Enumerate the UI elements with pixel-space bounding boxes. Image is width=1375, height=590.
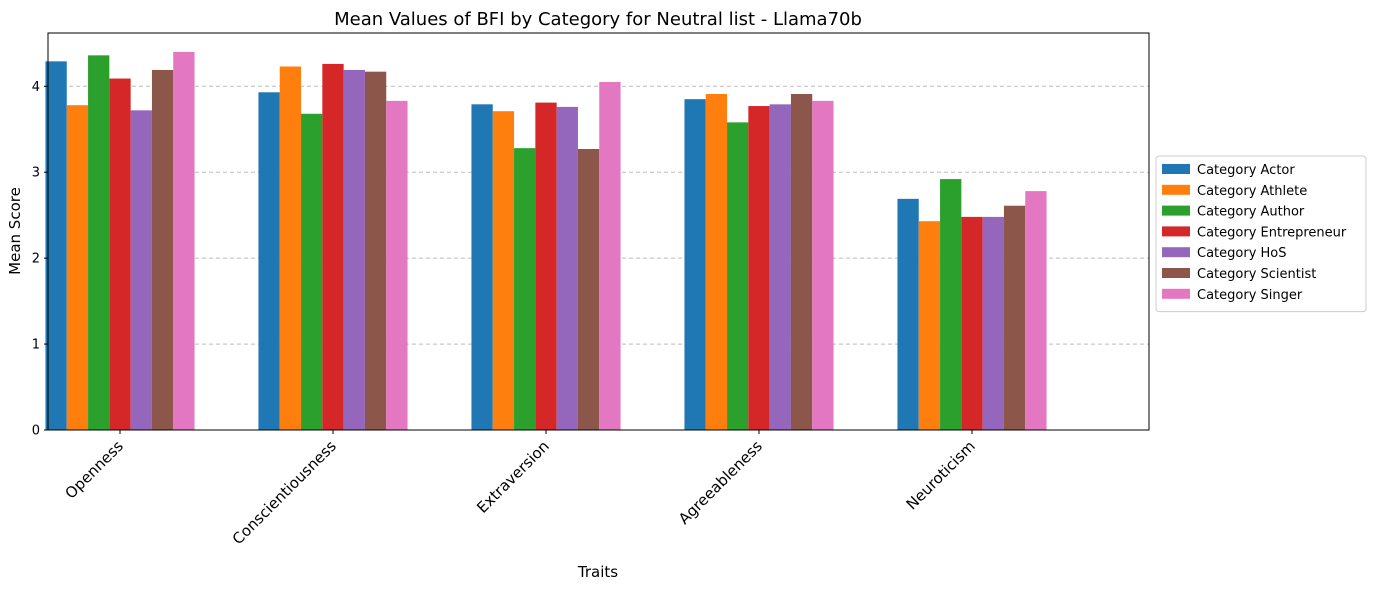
legend-label: Category Athlete (1197, 184, 1307, 199)
legend-label: Category Entrepreneur (1197, 225, 1347, 240)
x-tick-label: Openness (61, 437, 126, 502)
y-axis: 0 1 2 3 4 (32, 80, 48, 439)
legend-label: Category Scientist (1197, 267, 1316, 282)
bar-extraversion-category-actor (471, 104, 493, 430)
y-tick-label: 4 (32, 80, 40, 95)
legend-swatch (1162, 268, 1190, 278)
legend-swatch (1162, 247, 1190, 258)
bar-conscientiousness-category-author (301, 113, 323, 430)
bar-agreeableness-category-singer (812, 100, 834, 430)
legend-swatch (1162, 184, 1190, 195)
bar-extraversion-category-singer (599, 81, 621, 430)
bars (45, 51, 1047, 431)
legend-label: Category Singer (1197, 288, 1303, 303)
y-tick-label: 3 (32, 166, 40, 181)
chart-title: Mean Values of BFI by Category for Neutr… (334, 9, 862, 30)
legend-label: Category Author (1197, 205, 1305, 220)
bar-openness-category-hos (130, 110, 152, 431)
bar-openness-category-singer (173, 51, 195, 431)
plot-area-frame (47, 32, 1150, 431)
bar-neuroticism-category-athlete (918, 221, 941, 430)
bar-agreeableness-category-author (727, 122, 749, 430)
x-tick-label: Neuroticism (903, 437, 979, 513)
bar-openness-category-scientist (151, 69, 174, 430)
legend-swatch (1162, 164, 1190, 174)
bar-agreeableness-category-scientist (790, 94, 813, 430)
x-tick-label: Extraversion (473, 437, 553, 517)
bar-conscientiousness-category-scientist (364, 71, 387, 431)
bar-agreeableness-category-hos (769, 104, 791, 430)
bar-neuroticism-category-scientist (1003, 205, 1026, 430)
bar-extraversion-category-scientist (577, 149, 600, 430)
x-tick-label: Conscientiousness (229, 437, 340, 548)
legend: Category Actor Category Athlete Category A… (1155, 155, 1367, 313)
y-tick-label: 1 (32, 338, 40, 353)
bar-extraversion-category-author (514, 148, 536, 430)
bar-neuroticism-category-actor (897, 198, 919, 430)
bar-openness-category-athlete (66, 105, 89, 430)
bar-extraversion-category-entrepreneur (535, 102, 557, 431)
legend-swatch (1162, 205, 1190, 216)
bar-conscientiousness-category-hos (343, 69, 365, 430)
y-tick-label: 0 (32, 424, 40, 439)
bar-openness-category-entrepreneur (109, 78, 131, 431)
bar-agreeableness-category-entrepreneur (748, 106, 770, 430)
legend-label: Category HoS (1197, 246, 1287, 261)
y-axis-title: Mean Score (6, 187, 24, 275)
bar-neuroticism-category-author (940, 179, 962, 430)
x-tick-label: Agreeableness (675, 437, 766, 528)
bar-conscientiousness-category-entrepreneur (322, 63, 344, 431)
bar-neuroticism-category-hos (982, 216, 1004, 430)
y-tick-label: 2 (32, 252, 40, 267)
x-axis-title: Traits (577, 563, 618, 581)
bar-conscientiousness-category-singer (386, 100, 408, 430)
bar-neuroticism-category-singer (1025, 191, 1047, 430)
x-axis: Openness Conscientiousness Extraversion Agr… (61, 430, 979, 548)
bar-extraversion-category-hos (556, 106, 578, 430)
bar-neuroticism-category-entrepreneur (961, 216, 983, 430)
legend-swatch (1162, 288, 1190, 299)
bar-openness-category-author (88, 55, 110, 431)
bar-extraversion-category-athlete (492, 111, 515, 431)
bar-agreeableness-category-actor (684, 99, 706, 431)
bar-agreeableness-category-athlete (705, 94, 728, 430)
bar-conscientiousness-category-actor (258, 92, 280, 430)
legend-swatch (1162, 226, 1190, 237)
bar-openness-category-actor (45, 61, 67, 430)
legend-label: Category Actor (1197, 163, 1295, 178)
bar-conscientiousness-category-athlete (279, 66, 302, 430)
legend-box (1155, 155, 1367, 313)
